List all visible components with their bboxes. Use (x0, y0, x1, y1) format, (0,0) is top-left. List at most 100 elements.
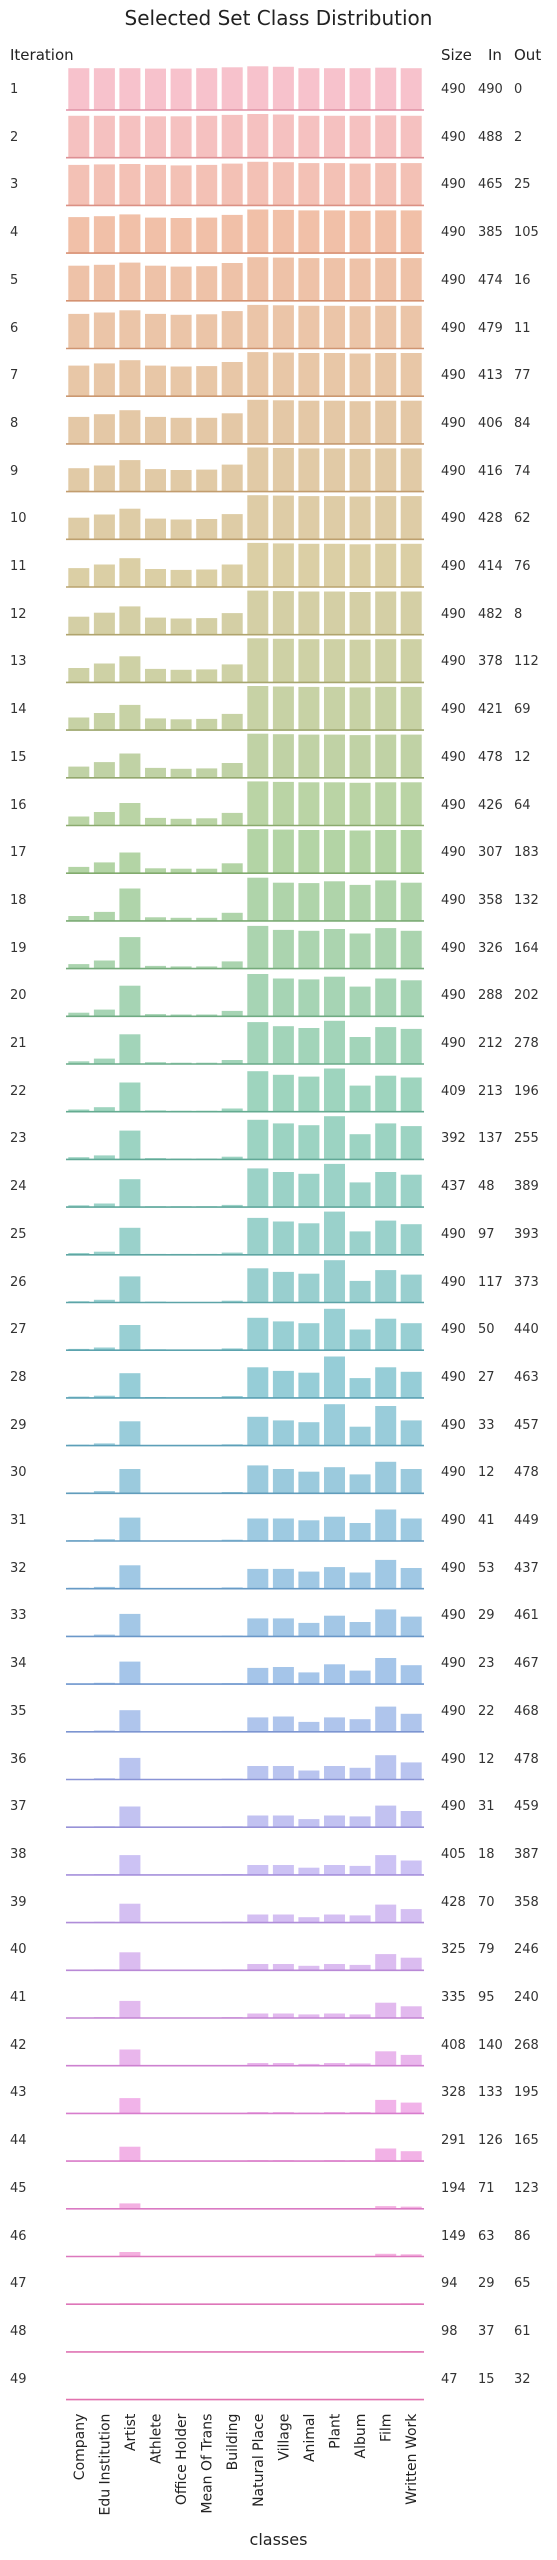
out-value: 11 (514, 320, 531, 336)
bar-3-13 (400, 163, 422, 206)
bar-2-13 (400, 115, 422, 158)
bar-35-8 (272, 1716, 294, 1732)
bar-37-8 (272, 1815, 294, 1828)
out-header: Out (514, 46, 542, 64)
bar-17-8 (272, 829, 294, 874)
iteration-label: 8 (10, 415, 19, 431)
size-value: 291 (441, 2133, 466, 2149)
bar-16-10 (324, 782, 345, 826)
bar-33-12 (375, 1609, 397, 1637)
bar-23-10 (324, 1116, 345, 1160)
bar-35-11 (349, 1719, 371, 1732)
size-value: 437 (441, 1179, 466, 1195)
in-value: 413 (478, 368, 503, 384)
size-value: 490 (441, 1703, 466, 1719)
bar-24-11 (349, 1182, 371, 1208)
bar-20-3 (145, 1014, 166, 1017)
bar-16-0 (68, 816, 90, 826)
iteration-label: 6 (10, 320, 19, 336)
bar-2-4 (170, 116, 192, 158)
bar-23-6 (221, 1156, 243, 1160)
bar-8-1 (93, 414, 115, 444)
bar-15-10 (324, 734, 345, 778)
size-value: 490 (441, 559, 466, 574)
iteration-label: 1 (10, 82, 19, 97)
bar-36-12 (375, 1755, 397, 1780)
bar-40-7 (247, 1964, 269, 1971)
bar-43-13 (400, 2102, 422, 2114)
bar-19-10 (324, 929, 345, 969)
bar-27-10 (324, 1308, 345, 1351)
bar-12-9 (298, 591, 320, 635)
size-value: 490 (441, 1560, 466, 1576)
bar-21-3 (145, 1062, 166, 1064)
bar-25-13 (400, 1224, 422, 1255)
bar-4-3 (145, 217, 166, 254)
in-value: 482 (478, 606, 503, 622)
bar-19-9 (298, 930, 320, 969)
size-value: 405 (441, 1846, 466, 1862)
bar-3-2 (119, 164, 141, 206)
bar-29-9 (298, 1422, 320, 1446)
bar-18-12 (375, 880, 397, 921)
in-value: 18 (478, 1846, 495, 1862)
bar-26-12 (375, 1270, 397, 1303)
bar-25-8 (272, 1221, 294, 1255)
bar-25-0 (68, 1253, 90, 1255)
x-tick-label: Plant (328, 2413, 344, 2449)
iteration-label: 26 (10, 1274, 27, 1290)
bar-22-12 (375, 1075, 397, 1112)
out-value: 358 (514, 1894, 539, 1910)
bar-22-7 (247, 1071, 269, 1112)
bar-23-13 (400, 1126, 422, 1160)
bar-26-13 (400, 1274, 422, 1303)
bar-19-3 (145, 965, 166, 969)
out-value: 389 (514, 1179, 539, 1195)
bar-30-1 (93, 1491, 115, 1494)
bar-29-12 (375, 1406, 397, 1446)
bar-5-1 (93, 264, 115, 301)
out-value: 467 (514, 1656, 539, 1672)
bar-11-7 (247, 542, 269, 587)
bar-31-13 (400, 1518, 422, 1541)
bar-14-2 (119, 704, 141, 731)
bar-18-7 (247, 877, 269, 921)
bar-38-11 (349, 1865, 371, 1875)
bar-28-6 (221, 1396, 243, 1398)
bar-28-12 (375, 1367, 397, 1398)
bar-16-7 (247, 781, 269, 826)
iteration-label: 20 (10, 988, 27, 1004)
out-value: 459 (514, 1799, 539, 1815)
bar-21-7 (247, 1022, 269, 1064)
bar-19-0 (68, 964, 90, 969)
bar-21-11 (349, 1037, 371, 1064)
bar-10-3 (145, 518, 166, 540)
bar-10-0 (68, 517, 90, 540)
bar-15-1 (93, 762, 115, 778)
bar-17-11 (349, 830, 371, 874)
bar-4-10 (324, 210, 345, 254)
in-value: 50 (478, 1322, 495, 1338)
bar-35-9 (298, 1721, 320, 1732)
out-value: 478 (514, 1751, 539, 1767)
bar-19-7 (247, 925, 269, 969)
bar-14-12 (375, 686, 397, 731)
bar-2-0 (68, 115, 90, 158)
bar-8-6 (221, 413, 243, 444)
size-value: 335 (441, 1990, 466, 2005)
bar-35-2 (119, 1710, 141, 1732)
in-value: 488 (478, 129, 503, 145)
bar-6-12 (375, 305, 397, 349)
bar-30-10 (324, 1467, 345, 1494)
bar-11-6 (221, 564, 243, 587)
bar-3-8 (272, 162, 294, 206)
in-value: 48 (478, 1179, 495, 1195)
bar-12-13 (400, 591, 422, 635)
bar-27-13 (400, 1323, 422, 1351)
bar-39-8 (272, 1914, 294, 1923)
bar-34-10 (324, 1664, 345, 1685)
bar-2-6 (221, 114, 243, 158)
in-value: 117 (478, 1274, 503, 1290)
bar-26-9 (298, 1273, 320, 1303)
bar-27-2 (119, 1325, 141, 1351)
